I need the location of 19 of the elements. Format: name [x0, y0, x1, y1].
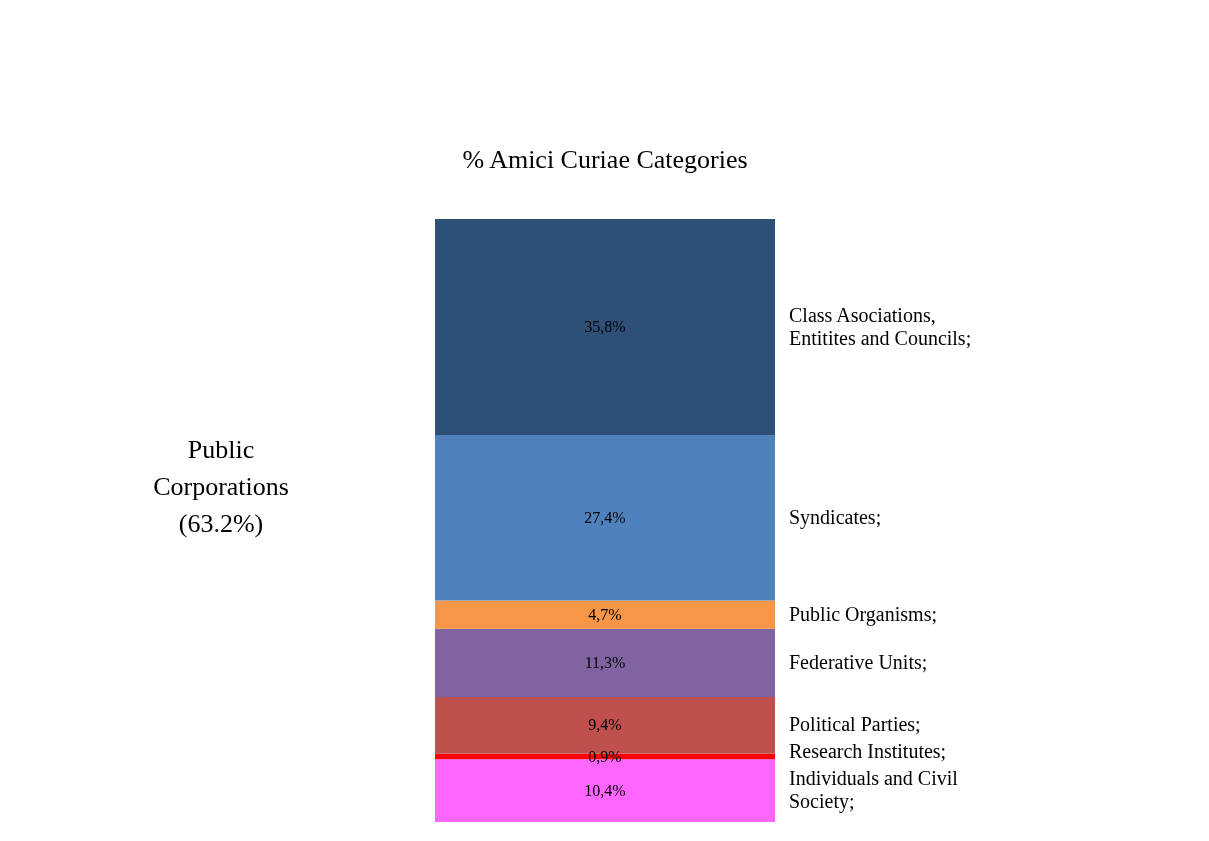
series-label: Class Asociations, Entitites and Councils; [789, 303, 972, 349]
data-label: 10,4% [584, 781, 626, 799]
data-label: 27,4% [584, 508, 626, 526]
text: Public Corporations (63.2%) [153, 435, 289, 538]
series-label: Syndicates; [789, 505, 882, 529]
series-label: Political Parties; [789, 713, 921, 736]
data-label: 4,7% [588, 605, 622, 623]
bar [435, 600, 775, 629]
data-label: 11,3% [584, 653, 626, 671]
bar [435, 628, 775, 698]
series-label: Federative Units; [789, 650, 928, 673]
series-label: Research Institutes; [789, 740, 947, 763]
chart-title: % Amici Curiae Categories [462, 145, 748, 174]
bar [435, 219, 775, 436]
data-label: 35,8% [584, 318, 626, 336]
data-label: 9,4% [588, 716, 622, 734]
series-label: Public Organisms; [789, 602, 937, 626]
series-label: Individuals and Civil Society; [789, 767, 959, 814]
bar [435, 435, 775, 601]
